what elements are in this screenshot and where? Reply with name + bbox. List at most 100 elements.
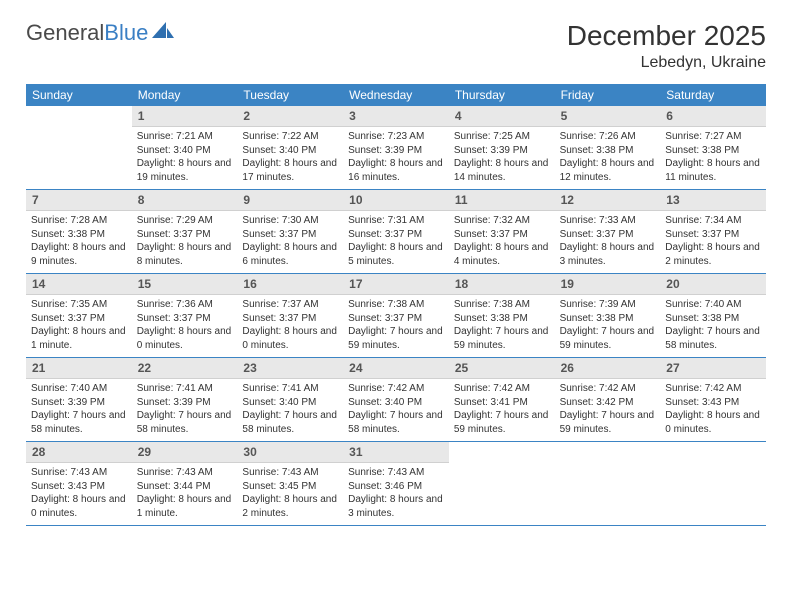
day-number: 4 (449, 106, 555, 127)
daylight-text: Daylight: 8 hours and 5 minutes. (348, 241, 444, 268)
sunrise-text: Sunrise: 7:43 AM (242, 466, 338, 480)
logo-part1: General (26, 20, 104, 45)
day-number: 20 (660, 274, 766, 295)
weekday-label: Friday (555, 84, 661, 106)
day-info: Sunrise: 7:22 AMSunset: 3:40 PMDaylight:… (237, 127, 343, 189)
daylight-text: Daylight: 8 hours and 4 minutes. (454, 241, 550, 268)
day-cell: 17Sunrise: 7:38 AMSunset: 3:37 PMDayligh… (343, 274, 449, 357)
sunrise-text: Sunrise: 7:42 AM (454, 382, 550, 396)
sunrise-text: Sunrise: 7:28 AM (31, 214, 127, 228)
sunrise-text: Sunrise: 7:26 AM (560, 130, 656, 144)
day-info: Sunrise: 7:38 AMSunset: 3:37 PMDaylight:… (343, 295, 449, 357)
day-number: 15 (132, 274, 238, 295)
sunset-text: Sunset: 3:37 PM (242, 228, 338, 242)
day-cell: 16Sunrise: 7:37 AMSunset: 3:37 PMDayligh… (237, 274, 343, 357)
day-info: Sunrise: 7:43 AMSunset: 3:45 PMDaylight:… (237, 463, 343, 525)
daylight-text: Daylight: 7 hours and 58 minutes. (242, 409, 338, 436)
day-number: 18 (449, 274, 555, 295)
daylight-text: Daylight: 8 hours and 1 minute. (137, 493, 233, 520)
sunset-text: Sunset: 3:37 PM (137, 228, 233, 242)
day-info: Sunrise: 7:26 AMSunset: 3:38 PMDaylight:… (555, 127, 661, 189)
week-row: 7Sunrise: 7:28 AMSunset: 3:38 PMDaylight… (26, 190, 766, 274)
sunset-text: Sunset: 3:37 PM (348, 228, 444, 242)
daylight-text: Daylight: 7 hours and 59 minutes. (348, 325, 444, 352)
week-row: 1Sunrise: 7:21 AMSunset: 3:40 PMDaylight… (26, 106, 766, 190)
daylight-text: Daylight: 8 hours and 16 minutes. (348, 157, 444, 184)
daylight-text: Daylight: 8 hours and 19 minutes. (137, 157, 233, 184)
day-info: Sunrise: 7:23 AMSunset: 3:39 PMDaylight:… (343, 127, 449, 189)
sunrise-text: Sunrise: 7:43 AM (31, 466, 127, 480)
day-cell: 8Sunrise: 7:29 AMSunset: 3:37 PMDaylight… (132, 190, 238, 273)
sunset-text: Sunset: 3:39 PM (137, 396, 233, 410)
daylight-text: Daylight: 7 hours and 58 minutes. (348, 409, 444, 436)
day-cell: 22Sunrise: 7:41 AMSunset: 3:39 PMDayligh… (132, 358, 238, 441)
daylight-text: Daylight: 7 hours and 59 minutes. (454, 409, 550, 436)
day-cell: 20Sunrise: 7:40 AMSunset: 3:38 PMDayligh… (660, 274, 766, 357)
day-cell: 4Sunrise: 7:25 AMSunset: 3:39 PMDaylight… (449, 106, 555, 189)
sunset-text: Sunset: 3:37 PM (242, 312, 338, 326)
day-number: 28 (26, 442, 132, 463)
sunset-text: Sunset: 3:37 PM (454, 228, 550, 242)
day-cell: 18Sunrise: 7:38 AMSunset: 3:38 PMDayligh… (449, 274, 555, 357)
day-number: 22 (132, 358, 238, 379)
day-number: 26 (555, 358, 661, 379)
daylight-text: Daylight: 8 hours and 17 minutes. (242, 157, 338, 184)
day-number: 23 (237, 358, 343, 379)
day-info: Sunrise: 7:31 AMSunset: 3:37 PMDaylight:… (343, 211, 449, 273)
day-cell: 26Sunrise: 7:42 AMSunset: 3:42 PMDayligh… (555, 358, 661, 441)
day-cell: 3Sunrise: 7:23 AMSunset: 3:39 PMDaylight… (343, 106, 449, 189)
week-row: 14Sunrise: 7:35 AMSunset: 3:37 PMDayligh… (26, 274, 766, 358)
title-block: December 2025 Lebedyn, Ukraine (567, 20, 766, 72)
logo-part2: Blue (104, 20, 148, 45)
weekday-header: Sunday Monday Tuesday Wednesday Thursday… (26, 84, 766, 106)
sunset-text: Sunset: 3:37 PM (560, 228, 656, 242)
sunrise-text: Sunrise: 7:36 AM (137, 298, 233, 312)
sunrise-text: Sunrise: 7:27 AM (665, 130, 761, 144)
sunrise-text: Sunrise: 7:23 AM (348, 130, 444, 144)
day-number: 11 (449, 190, 555, 211)
day-number: 31 (343, 442, 449, 463)
day-info: Sunrise: 7:43 AMSunset: 3:46 PMDaylight:… (343, 463, 449, 525)
day-info: Sunrise: 7:38 AMSunset: 3:38 PMDaylight:… (449, 295, 555, 357)
day-info: Sunrise: 7:36 AMSunset: 3:37 PMDaylight:… (132, 295, 238, 357)
day-cell: 12Sunrise: 7:33 AMSunset: 3:37 PMDayligh… (555, 190, 661, 273)
daylight-text: Daylight: 8 hours and 14 minutes. (454, 157, 550, 184)
day-cell: 30Sunrise: 7:43 AMSunset: 3:45 PMDayligh… (237, 442, 343, 525)
sunset-text: Sunset: 3:39 PM (454, 144, 550, 158)
day-cell: 1Sunrise: 7:21 AMSunset: 3:40 PMDaylight… (132, 106, 238, 189)
daylight-text: Daylight: 8 hours and 8 minutes. (137, 241, 233, 268)
day-info: Sunrise: 7:29 AMSunset: 3:37 PMDaylight:… (132, 211, 238, 273)
day-info: Sunrise: 7:41 AMSunset: 3:39 PMDaylight:… (132, 379, 238, 441)
sunset-text: Sunset: 3:38 PM (665, 144, 761, 158)
day-cell: 28Sunrise: 7:43 AMSunset: 3:43 PMDayligh… (26, 442, 132, 525)
weekday-label: Tuesday (237, 84, 343, 106)
day-number: 12 (555, 190, 661, 211)
day-cell (26, 106, 132, 189)
day-number: 19 (555, 274, 661, 295)
logo-sail-icon (152, 22, 174, 45)
day-info: Sunrise: 7:42 AMSunset: 3:43 PMDaylight:… (660, 379, 766, 441)
day-info: Sunrise: 7:21 AMSunset: 3:40 PMDaylight:… (132, 127, 238, 189)
sunrise-text: Sunrise: 7:31 AM (348, 214, 444, 228)
day-info: Sunrise: 7:27 AMSunset: 3:38 PMDaylight:… (660, 127, 766, 189)
logo-text: GeneralBlue (26, 20, 148, 46)
day-cell: 2Sunrise: 7:22 AMSunset: 3:40 PMDaylight… (237, 106, 343, 189)
sunrise-text: Sunrise: 7:41 AM (242, 382, 338, 396)
sunrise-text: Sunrise: 7:42 AM (348, 382, 444, 396)
day-info: Sunrise: 7:42 AMSunset: 3:41 PMDaylight:… (449, 379, 555, 441)
weekday-label: Wednesday (343, 84, 449, 106)
weekday-label: Sunday (26, 84, 132, 106)
sunrise-text: Sunrise: 7:42 AM (665, 382, 761, 396)
sunrise-text: Sunrise: 7:38 AM (454, 298, 550, 312)
day-cell: 19Sunrise: 7:39 AMSunset: 3:38 PMDayligh… (555, 274, 661, 357)
sunset-text: Sunset: 3:40 PM (137, 144, 233, 158)
sunset-text: Sunset: 3:38 PM (560, 144, 656, 158)
day-info: Sunrise: 7:42 AMSunset: 3:42 PMDaylight:… (555, 379, 661, 441)
sunset-text: Sunset: 3:40 PM (242, 396, 338, 410)
weekday-label: Thursday (449, 84, 555, 106)
day-info: Sunrise: 7:43 AMSunset: 3:44 PMDaylight:… (132, 463, 238, 525)
header: GeneralBlue December 2025 Lebedyn, Ukrai… (0, 0, 792, 76)
day-number: 7 (26, 190, 132, 211)
sunrise-text: Sunrise: 7:32 AM (454, 214, 550, 228)
day-info: Sunrise: 7:43 AMSunset: 3:43 PMDaylight:… (26, 463, 132, 525)
